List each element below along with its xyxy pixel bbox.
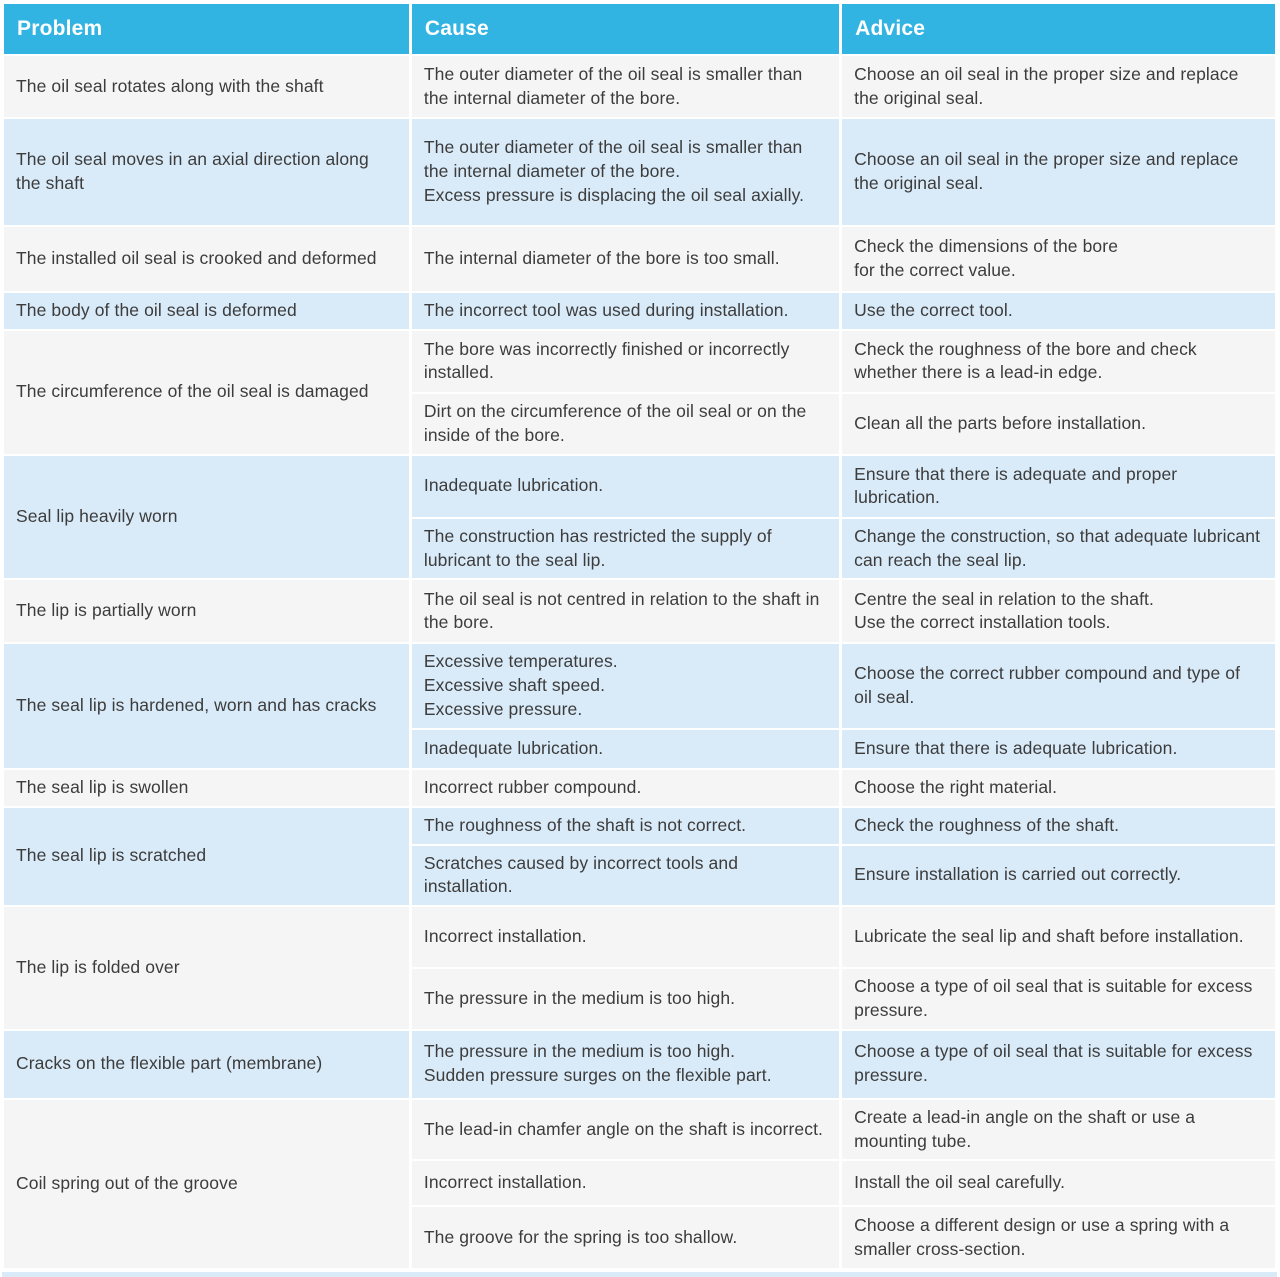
advice-cell: Check the roughness of the bore and chec… (839, 328, 1278, 394)
table-row: The seal lip is hardened, worn and has c… (1, 642, 1278, 770)
problem-cell: The lip is partially worn (1, 578, 412, 645)
table-row: Seal lip heavily worn Inadequate lubrica… (1, 453, 1278, 581)
table-subrow: The construction has restricted the supp… (3, 516, 1278, 581)
cause-cell: The pressure in the medium is too high. … (408, 1028, 842, 1100)
advice-cell: Choose an oil seal in the proper size an… (839, 117, 1278, 227)
advice-cell: Change the construction, so that adequat… (839, 516, 1278, 581)
cause-cell: Incorrect installation. (408, 1159, 842, 1208)
table-subrow: Incorrect installation. Install the oil … (3, 1159, 1278, 1208)
table-subrow: Dirt on the circumference of the oil sea… (3, 391, 1278, 456)
table-row: The installed oil seal is crooked and de… (1, 225, 1278, 293)
advice-cell: Choose a type of oil seal that is suitab… (839, 967, 1278, 1031)
advice-cell: Check the dimensions of the bore for the… (839, 225, 1278, 293)
cause-cell: Incorrect installation. (408, 905, 842, 970)
cause-cell: Excessive temperatures. Excessive shaft … (408, 642, 842, 730)
advice-cell: Choose an oil seal in the proper size an… (839, 54, 1278, 119)
problem-cell: Coil spring out of the groove (1, 1097, 412, 1271)
cause-cell: The bore was incorrectly finished or inc… (408, 328, 842, 394)
table-subrow: The pressure in the medium is too high. … (3, 967, 1278, 1031)
advice-cell: Ensure that there is adequate and proper… (839, 453, 1278, 519)
table-subrow: Inadequate lubrication. Ensure that ther… (3, 727, 1278, 770)
header-cell-problem: Problem (1, 2, 412, 56)
table-row: The circumference of the oil seal is dam… (1, 328, 1278, 456)
table-row: The body of the oil seal is deformed The… (1, 291, 1278, 331)
problem-cell: The lip is folded over (1, 905, 412, 1031)
table-row: The lip is partially worn The oil seal i… (1, 578, 1278, 645)
cause-cell: The incorrect tool was used during insta… (408, 291, 842, 331)
cause-cell: The outer diameter of the oil seal is sm… (408, 54, 842, 119)
advice-cell: Centre the seal in relation to the shaft… (839, 578, 1278, 645)
problem-cell: The body of the oil seal is deformed (1, 291, 412, 331)
header-cell-advice: Advice (839, 2, 1278, 56)
advice-cell: Ensure that there is adequate lubricatio… (839, 727, 1278, 770)
cause-cell: The lead-in chamfer angle on the shaft i… (408, 1097, 842, 1162)
advice-cell: Choose the right material. (839, 767, 1278, 808)
problem-cell: The installed oil seal is crooked and de… (1, 225, 412, 293)
cause-cell: Incorrect rubber compound. (408, 767, 842, 808)
table-row: The oil seal rotates along with the shaf… (1, 54, 1278, 119)
cause-cell: Inadequate lubrication. (408, 453, 842, 519)
advice-cell: Choose a type of oil seal that is suitab… (839, 1028, 1278, 1100)
problem-cell: Cracks on the flexible part (membrane) (1, 1028, 412, 1100)
cause-cell: The roughness of the shaft is not correc… (408, 805, 842, 846)
cause-cell: Scratches caused by incorrect tools and … (408, 843, 842, 908)
advice-cell: Choose a different design or use a sprin… (839, 1205, 1278, 1271)
problem-cell: Seal lip heavily worn (1, 453, 412, 581)
table-row: Cracks on the flexible part (membrane) T… (1, 1028, 1278, 1100)
advice-cell: Lubricate the seal lip and shaft before … (839, 905, 1278, 970)
cause-cell: The outer diameter of the oil seal is sm… (408, 117, 842, 227)
problem-cell: The seal lip is scratched (1, 805, 412, 908)
advice-cell: Use the correct tool. (839, 291, 1278, 331)
problem-cell: The seal lip is hardened, worn and has c… (1, 642, 412, 770)
advice-cell: Check the roughness of the shaft. (839, 805, 1278, 846)
table-row: The oil seal moves in an axial direction… (1, 117, 1278, 227)
advice-cell: Choose the correct rubber compound and t… (839, 642, 1278, 730)
cause-cell: The oil seal is not centred in relation … (408, 578, 842, 645)
table-subrow: Scratches caused by incorrect tools and … (3, 843, 1278, 908)
advice-cell: Install the oil seal carefully. (839, 1159, 1278, 1208)
advice-cell: Ensure installation is carried out corre… (839, 843, 1278, 908)
table-row: The seal lip is swollen Incorrect rubber… (1, 767, 1278, 808)
problem-cell: The seal lip is swollen (1, 767, 412, 808)
cause-cell: Dirt on the circumference of the oil sea… (408, 391, 842, 456)
cause-cell: The internal diameter of the bore is too… (408, 225, 842, 293)
cause-cell: The pressure in the medium is too high. (408, 967, 842, 1031)
advice-cell: Clean all the parts before installation. (839, 391, 1278, 456)
table-row: Coil spring out of the groove The lead-i… (1, 1097, 1278, 1271)
cause-cell: The construction has restricted the supp… (408, 516, 842, 581)
problem-cell: The oil seal moves in an axial direction… (1, 117, 412, 227)
problem-cell: The oil seal rotates along with the shaf… (1, 54, 412, 119)
table-row: The seal lip is scratched The roughness … (1, 805, 1278, 908)
cause-cell: Inadequate lubrication. (408, 727, 842, 770)
table-row: The lip is folded over Incorrect install… (1, 905, 1278, 1031)
header-row: Problem Cause Advice (1, 2, 1278, 56)
problem-cell: The circumference of the oil seal is dam… (1, 328, 412, 456)
next-row-peek (2, 1272, 1277, 1277)
header-cell-cause: Cause (408, 2, 842, 56)
cause-cell: The groove for the spring is too shallow… (408, 1205, 842, 1271)
advice-cell: Create a lead-in angle on the shaft or u… (839, 1097, 1278, 1162)
